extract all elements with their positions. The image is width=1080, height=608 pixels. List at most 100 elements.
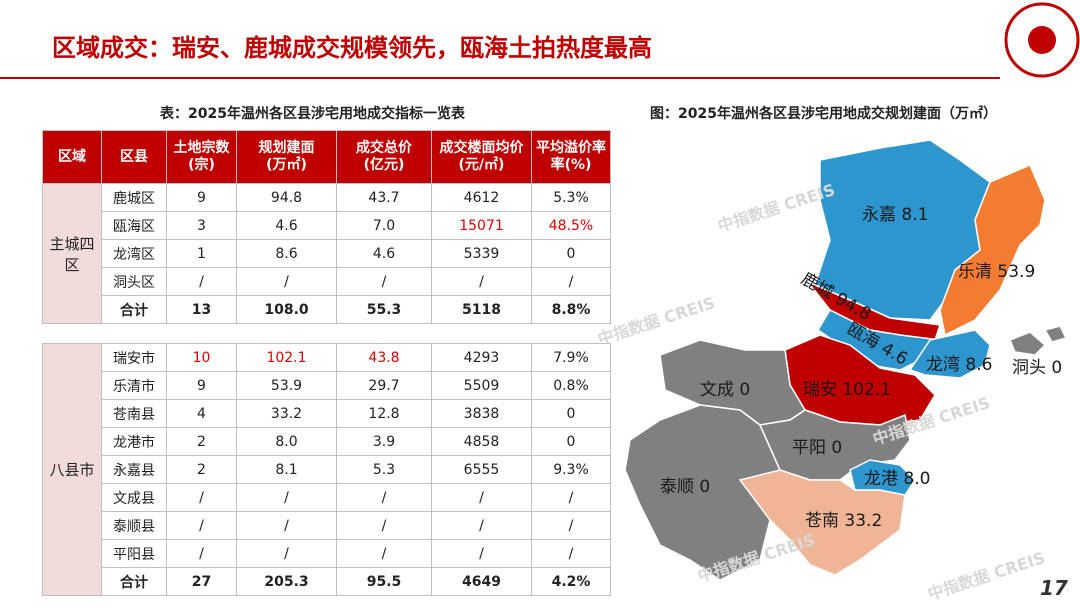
region-value: 53.9 xyxy=(997,262,1035,282)
table-row: 泰顺县 / / / / / xyxy=(43,511,611,540)
separator-cell xyxy=(42,323,611,344)
table-cell: 0 xyxy=(531,399,611,428)
region-value: 0 xyxy=(699,477,710,497)
region-value: 0 xyxy=(1051,358,1062,378)
table-cell: 0 xyxy=(531,427,611,456)
slide-title: 区域成交：瑞安、鹿城成交规模领先，瓯海土拍热度最高 xyxy=(52,34,652,62)
separator-row xyxy=(42,323,611,344)
table-cell: 10 xyxy=(166,343,237,372)
table-cell: 瑞安市 xyxy=(101,343,167,372)
table-cell: / xyxy=(336,539,432,568)
table-row: 文成县 / / / / / xyxy=(43,483,611,512)
region-label: 乐清 53.9 xyxy=(958,262,1035,282)
header-text: 成交总价 xyxy=(356,140,412,156)
watermark: 中指数据 CREIS xyxy=(715,180,837,236)
region-name: 文成 xyxy=(700,380,734,400)
table-row: 八县市 瑞安市 10 102.1 43.8 4293 7.9% xyxy=(42,343,611,596)
table-cell: 4.6 xyxy=(236,211,337,240)
region-name: 泰顺 xyxy=(660,477,694,497)
table-cell: 5.3 xyxy=(336,455,432,484)
table-cell: 4.2% xyxy=(531,567,611,596)
table-cell: 205.3 xyxy=(236,567,337,596)
table-cell: 4293 xyxy=(431,343,532,372)
table-cell: / xyxy=(531,483,611,512)
header-cell: 平均溢价率 率(%) xyxy=(531,130,611,184)
region-value: 33.2 xyxy=(844,511,882,531)
table-cell: 8.0 xyxy=(236,427,337,456)
region-cangnan xyxy=(738,469,906,576)
data-table: 区域 区县 土地宗数 (宗) 规划建面 (万㎡) 成交总价 (亿元) 成交楼面均价 (元/㎡) 平均… xyxy=(42,130,611,596)
header-cell: 区域 xyxy=(42,130,102,184)
region-taishun xyxy=(624,404,781,581)
table-cell: 8.6 xyxy=(236,239,337,268)
table-cell: / xyxy=(531,539,611,568)
header-row: 区域 区县 土地宗数 (宗) 规划建面 (万㎡) 成交总价 (亿元) 成交楼面均价 (元/㎡) 平均… xyxy=(42,130,611,184)
region-value: 0 xyxy=(831,438,842,458)
region-label: 苍南 33.2 xyxy=(805,511,882,531)
header-cell: 成交总价 (亿元) xyxy=(336,130,432,184)
table-cell: 43.7 xyxy=(336,183,432,212)
table-cell: 9.3% xyxy=(531,455,611,484)
header-text: (万㎡) xyxy=(266,157,307,173)
region-label: 洞头 0 xyxy=(1012,358,1062,378)
table-cell: / xyxy=(531,511,611,540)
table-cell: / xyxy=(236,539,337,568)
table-cell: 平阳县 xyxy=(101,539,167,568)
group-cell: 八县市 xyxy=(42,343,102,596)
table-row: 龙港市 2 8.0 3.9 4858 0 xyxy=(43,427,611,456)
region-name: 平阳 xyxy=(792,438,826,458)
region-value: 8.1 xyxy=(901,205,928,225)
table-cell: / xyxy=(166,483,237,512)
region-longwan xyxy=(908,329,991,379)
logo-core xyxy=(1028,26,1056,54)
table-cell: 5509 xyxy=(431,371,532,400)
header-cell: 土地宗数 (宗) xyxy=(166,130,237,184)
table-cell: 7.9% xyxy=(531,343,611,372)
table-cell: 4 xyxy=(166,399,237,428)
table-cell: 4649 xyxy=(431,567,532,596)
table-row: 合计 13 108.0 55.3 5118 8.8% xyxy=(43,295,611,324)
table-cell: 龙港市 xyxy=(101,427,167,456)
table-cell: 4.6 xyxy=(336,239,432,268)
table-cell: 108.0 xyxy=(236,295,337,324)
region-label: 龙港 8.0 xyxy=(864,469,930,489)
region-name: 乐清 xyxy=(958,262,992,282)
table-cell: 合计 xyxy=(101,567,167,596)
table-cell: / xyxy=(431,539,532,568)
header-text: (宗) xyxy=(188,157,215,173)
region-label: 永嘉 8.1 xyxy=(862,205,928,225)
table-row: 乐清市 9 53.9 29.7 5509 0.8% xyxy=(43,371,611,400)
table-cell: 15071 xyxy=(431,211,532,240)
region-name: 龙湾 xyxy=(926,355,960,375)
table-cell: 0.8% xyxy=(531,371,611,400)
header-text: (亿元) xyxy=(363,157,405,173)
table-cell: / xyxy=(236,483,337,512)
table-cell: 33.2 xyxy=(236,399,337,428)
table-cell: 4858 xyxy=(431,427,532,456)
header-text: (元/㎡) xyxy=(458,157,505,173)
page-number: 17 xyxy=(1040,576,1068,600)
table-cell: 9 xyxy=(166,371,237,400)
header-text: 平均溢价率 xyxy=(536,140,606,156)
table-cell: 泰顺县 xyxy=(101,511,167,540)
watermark: 中指数据 CREIS xyxy=(925,548,1047,604)
table-cell: 乐清市 xyxy=(101,371,167,400)
table-cell: 3.9 xyxy=(336,427,432,456)
region-yueqing xyxy=(939,164,1046,337)
table-cell: 龙湾区 xyxy=(101,239,167,268)
region-label: 泰顺 0 xyxy=(660,477,710,497)
table-cell: 7.0 xyxy=(336,211,432,240)
region-dongtou-2 xyxy=(1043,325,1068,343)
group-cell: 主城四区 xyxy=(42,183,102,324)
region-dongtou xyxy=(1009,331,1047,356)
table-cell: 48.5% xyxy=(531,211,611,240)
header-text: 区县 xyxy=(120,148,148,165)
region-label: 瑞安 102.1 xyxy=(803,380,891,400)
region-value: 0 xyxy=(739,380,750,400)
header-cell: 规划建面 (万㎡) xyxy=(236,130,337,184)
table-row: 洞头区 / / / / / xyxy=(43,267,611,296)
table-cell: / xyxy=(236,511,337,540)
table-cell: 5339 xyxy=(431,239,532,268)
region-value: 8.0 xyxy=(903,469,930,489)
table-cell: / xyxy=(431,511,532,540)
